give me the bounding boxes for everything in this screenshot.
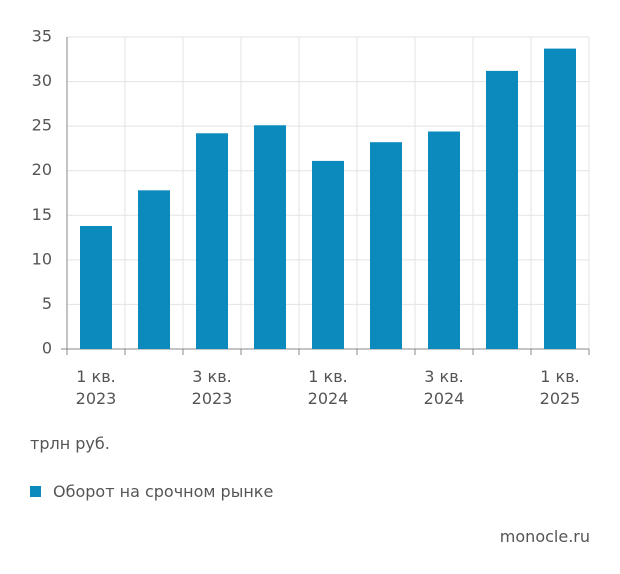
bar [80, 225, 112, 349]
x-tick-label: 3 кв. 2024 [423, 367, 465, 408]
x-tick-label: 1 кв. 2025 [539, 367, 581, 408]
y-tick-label: 30 [32, 71, 52, 90]
bar [370, 142, 402, 349]
bar [196, 133, 228, 349]
y-tick-label: 0 [42, 339, 52, 358]
source: monocle.ru [499, 527, 590, 546]
unit-label: трлн руб. [30, 434, 110, 453]
bar [486, 70, 518, 350]
legend: Оборот на срочном рынке [30, 482, 273, 501]
legend-label: Оборот на срочном рынке [53, 482, 274, 501]
y-tick-label: 10 [32, 249, 52, 268]
x-tick-label: 3 кв. 2023 [191, 367, 233, 408]
y-tick-label: 35 [32, 27, 52, 46]
legend-swatch [30, 486, 41, 497]
y-tick-label: 25 [32, 116, 52, 135]
bar [428, 131, 460, 349]
bar [544, 48, 576, 350]
y-tick-label: 15 [32, 205, 52, 224]
bar [254, 125, 286, 349]
bar [312, 160, 344, 349]
y-tick-label: 5 [42, 294, 52, 313]
x-tick-label: 1 кв. 2023 [75, 367, 117, 408]
x-tick-label: 1 кв. 2024 [307, 367, 349, 408]
bar [138, 190, 170, 349]
y-tick-label: 20 [32, 160, 52, 179]
